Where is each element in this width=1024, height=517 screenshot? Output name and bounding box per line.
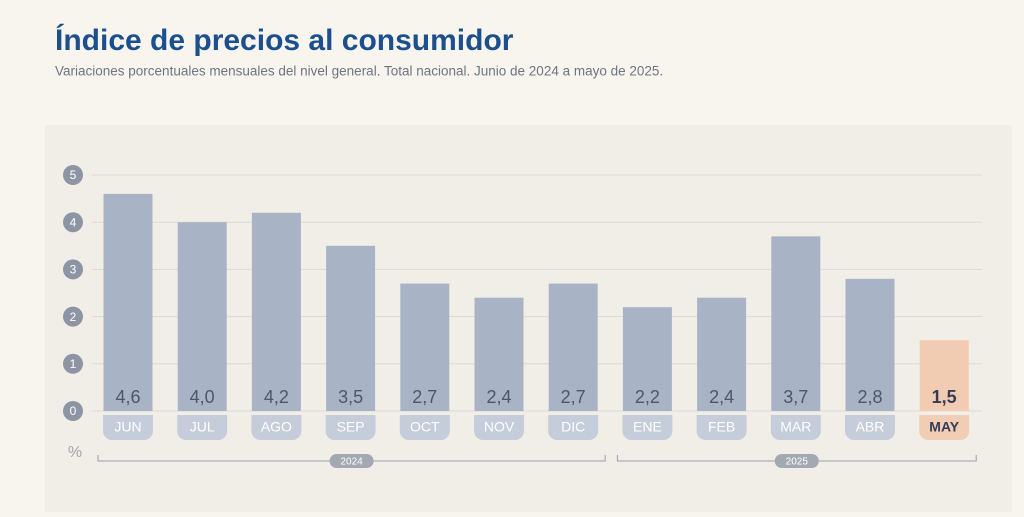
y-unit: % (68, 444, 82, 461)
y-tick-badge (63, 165, 83, 185)
category-pill (177, 415, 228, 440)
category-pill (548, 415, 599, 440)
bar (548, 283, 598, 411)
y-tick-badge (63, 212, 83, 233)
bar (697, 297, 747, 411)
value-label: 4,0 (190, 387, 215, 407)
y-tick-badge (63, 401, 83, 421)
y-tick-label: 1 (70, 357, 77, 371)
y-tick-label: 0 (70, 404, 77, 418)
value-label: 2,2 (635, 387, 660, 407)
category-pill (770, 415, 821, 440)
category-pill (103, 415, 153, 440)
category-pill (622, 415, 673, 440)
value-label: 2,4 (486, 387, 511, 407)
value-label: 3,7 (783, 387, 808, 407)
x-tick-label: FEB (708, 419, 735, 435)
category-pill (845, 415, 895, 440)
category-pill (325, 415, 376, 440)
y-tick-label: 5 (70, 168, 77, 182)
group-label: 2025 (786, 457, 809, 468)
bar (919, 340, 969, 411)
value-label: 2,4 (709, 387, 734, 407)
bar (771, 236, 821, 411)
x-tick-label: OCT (410, 419, 440, 435)
value-label: 2,7 (561, 387, 586, 407)
group-pill (329, 454, 374, 468)
value-label: 1,5 (932, 387, 957, 407)
value-label: 4,2 (264, 387, 289, 407)
value-label: 3,5 (338, 387, 363, 407)
category-pill (696, 415, 747, 440)
x-tick-label: SEP (337, 419, 365, 435)
value-label: 2,8 (857, 387, 882, 407)
y-tick-label: 2 (70, 310, 77, 324)
bar (103, 193, 153, 411)
value-label: 4,6 (115, 387, 140, 407)
x-tick-label: NOV (484, 419, 515, 435)
bar (251, 212, 301, 411)
x-tick-label: ENE (633, 419, 662, 435)
chart-title: Índice de precios al consumidor (55, 23, 514, 57)
x-tick-label: JUL (190, 419, 215, 435)
bar (400, 283, 450, 411)
bar (474, 297, 524, 411)
y-tick-badge (63, 353, 83, 374)
bar (326, 245, 376, 411)
value-label: 2,7 (412, 387, 437, 407)
group-pill (774, 454, 819, 468)
bar (622, 307, 672, 411)
x-tick-label: JUN (114, 419, 141, 435)
x-tick-label: AGO (261, 419, 292, 435)
y-tick-badge (63, 259, 83, 280)
x-tick-label: DIC (561, 419, 585, 435)
bar (845, 278, 895, 411)
chart-subtitle: Variaciones porcentuales mensuales del n… (55, 64, 663, 79)
x-tick-label: MAY (929, 419, 959, 435)
y-tick-badge (63, 306, 83, 327)
y-tick-label: 4 (70, 215, 77, 229)
category-pill (399, 415, 450, 440)
x-tick-label: ABR (856, 419, 885, 435)
group-label: 2024 (340, 457, 363, 468)
y-tick-label: 3 (70, 263, 77, 277)
x-tick-label: MAR (780, 419, 811, 435)
bar (177, 222, 227, 411)
category-pill (919, 415, 970, 440)
category-pill (251, 415, 302, 440)
category-pill (474, 415, 524, 440)
